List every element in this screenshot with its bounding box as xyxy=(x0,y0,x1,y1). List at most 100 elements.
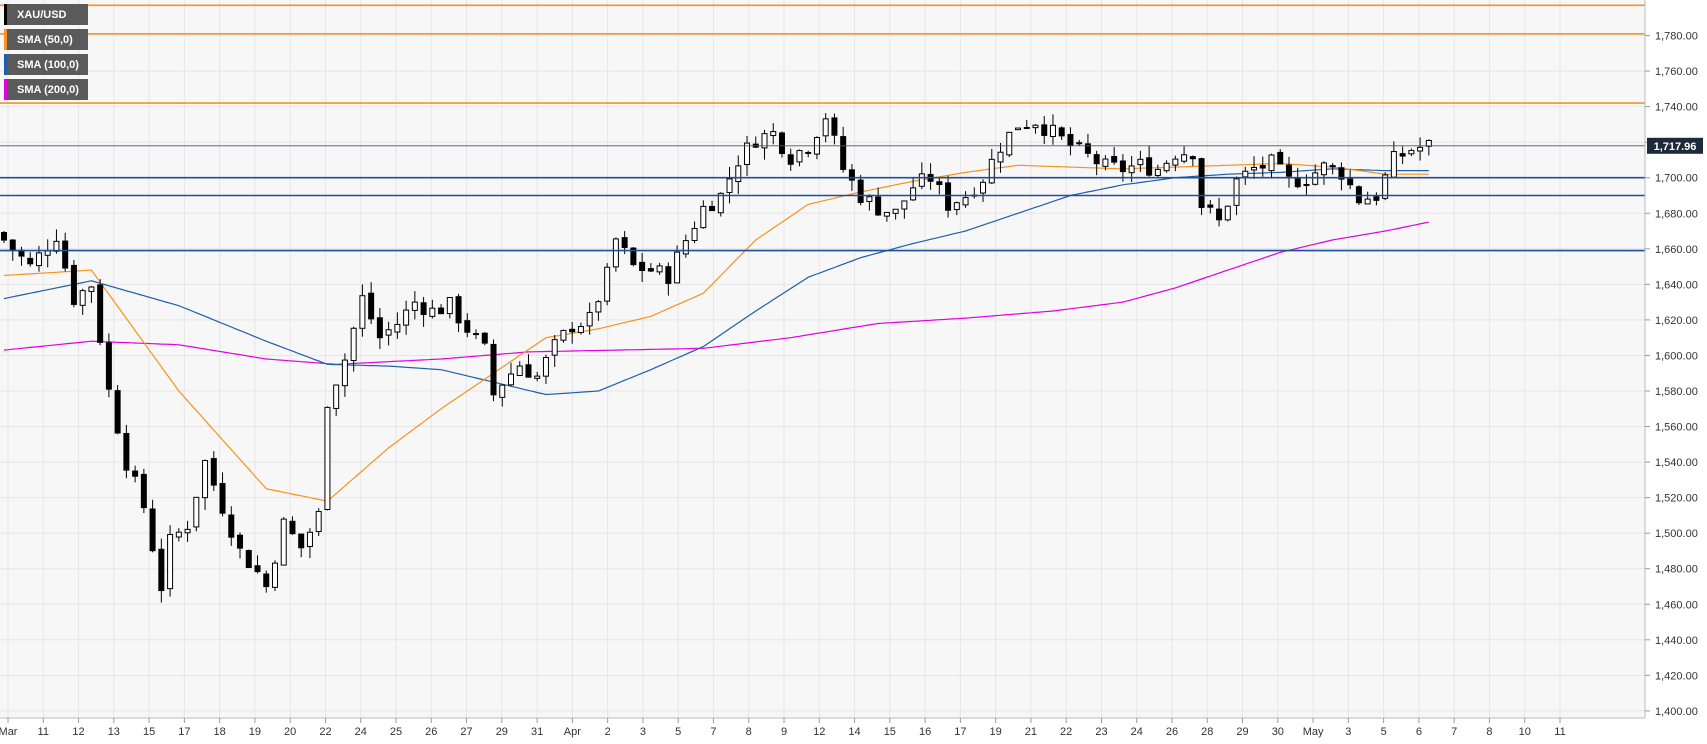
x-tick-label: 12 xyxy=(813,726,825,738)
candle-body-up xyxy=(997,151,1004,163)
candle-body-up xyxy=(744,142,751,166)
candle-body-up xyxy=(333,384,340,409)
candle-body-up xyxy=(1163,162,1170,172)
x-tick-label: 19 xyxy=(990,726,1002,738)
candle-body-up xyxy=(79,290,86,306)
candle-body-down xyxy=(1399,153,1406,157)
candle-body-up xyxy=(551,339,558,356)
x-tick-label: 3 xyxy=(640,726,646,738)
candle-body-up xyxy=(1417,146,1424,152)
candle xyxy=(105,333,112,398)
x-tick-label: 28 xyxy=(1201,726,1213,738)
legend-item-sma50[interactable]: SMA (50,0) xyxy=(4,29,88,50)
candle-body-up xyxy=(1006,131,1013,156)
candle-body-up xyxy=(901,200,908,210)
candle xyxy=(1181,146,1188,164)
x-tick-label: 21 xyxy=(1025,726,1037,738)
x-tick-label: Mar xyxy=(0,726,18,738)
candle-body-down xyxy=(630,247,637,266)
candle xyxy=(700,200,707,229)
x-tick-label: 27 xyxy=(460,726,472,738)
candle xyxy=(1189,155,1196,167)
x-tick-label: 24 xyxy=(355,726,367,738)
candle xyxy=(586,302,593,335)
candle xyxy=(761,129,768,160)
candle-body-down xyxy=(945,182,952,211)
candle xyxy=(280,517,287,566)
candle-body-up xyxy=(604,266,611,302)
x-tick-label: 11 xyxy=(1554,726,1565,738)
candle xyxy=(473,329,480,340)
legend-item-xauusd[interactable]: XAU/USD xyxy=(4,4,88,25)
x-tick-label: 18 xyxy=(214,726,226,738)
candle xyxy=(1102,155,1109,171)
candle xyxy=(647,263,654,273)
x-tick-label: 8 xyxy=(1486,726,1492,738)
candle-body-down xyxy=(158,548,165,592)
candle-body-up xyxy=(473,333,480,336)
candle-body-up xyxy=(1076,142,1083,145)
candle-body-up xyxy=(1154,168,1161,176)
candle xyxy=(726,166,733,204)
legend-label-sma50: SMA (50,0) xyxy=(17,33,73,46)
plot-background xyxy=(0,0,1645,718)
candle xyxy=(1023,119,1030,130)
y-tick-label: 1,520.00 xyxy=(1655,493,1698,505)
candle xyxy=(237,532,244,559)
candle-body-down xyxy=(298,533,305,549)
candle xyxy=(403,300,410,335)
candle-body-up xyxy=(88,286,95,292)
candle xyxy=(490,339,497,402)
x-tick-label: 19 xyxy=(249,726,261,738)
legend-item-sma100[interactable]: SMA (100,0) xyxy=(4,54,88,75)
candle xyxy=(1259,156,1266,177)
x-tick-label: 15 xyxy=(884,726,896,738)
candle-body-down xyxy=(132,470,139,477)
candle-body-down xyxy=(1111,155,1118,163)
candle xyxy=(1224,205,1231,222)
grid-lines xyxy=(0,0,1645,718)
candle-body-up xyxy=(1233,178,1240,206)
candle xyxy=(446,297,453,319)
candle-body-down xyxy=(1259,164,1266,169)
candle xyxy=(892,208,899,220)
candle xyxy=(945,175,952,218)
y-tick-label: 1,440.00 xyxy=(1655,635,1698,647)
candle-body-down xyxy=(228,514,235,538)
candle-body-down xyxy=(1338,167,1345,180)
candle xyxy=(228,506,235,546)
candle-body-down xyxy=(210,458,217,486)
y-tick-label: 1,760.00 xyxy=(1655,66,1698,78)
candle xyxy=(376,307,383,350)
candle xyxy=(1338,162,1345,191)
candle xyxy=(79,288,86,315)
candle-body-down xyxy=(857,179,864,203)
candle xyxy=(1,231,7,244)
candle-body-down xyxy=(1285,164,1292,177)
candle xyxy=(1268,153,1275,179)
candle-body-up xyxy=(1023,126,1030,129)
legend-label-sma200: SMA (200,0) xyxy=(17,83,79,96)
candle xyxy=(516,361,523,376)
candle-body-up xyxy=(656,265,663,273)
candle xyxy=(1198,157,1205,215)
candle-body-down xyxy=(1084,143,1091,154)
candle-body-down xyxy=(1373,196,1380,201)
x-tick-label: 31 xyxy=(531,726,543,738)
candle xyxy=(1251,156,1258,179)
candle-body-down xyxy=(289,520,296,535)
candle-body-down xyxy=(840,136,847,170)
candle-body-down xyxy=(1198,158,1205,208)
candle-body-up xyxy=(883,211,890,217)
y-tick-label: 1,680.00 xyxy=(1655,208,1698,220)
candle xyxy=(481,332,488,346)
candle-body-up xyxy=(403,309,410,326)
candle xyxy=(682,234,689,258)
candle-body-up xyxy=(411,301,418,311)
x-tick-label: 2 xyxy=(605,726,611,738)
candle-body-down xyxy=(1119,160,1126,173)
x-tick-label: 20 xyxy=(284,726,296,738)
legend-item-sma200[interactable]: SMA (200,0) xyxy=(4,79,88,100)
candle xyxy=(271,560,278,592)
